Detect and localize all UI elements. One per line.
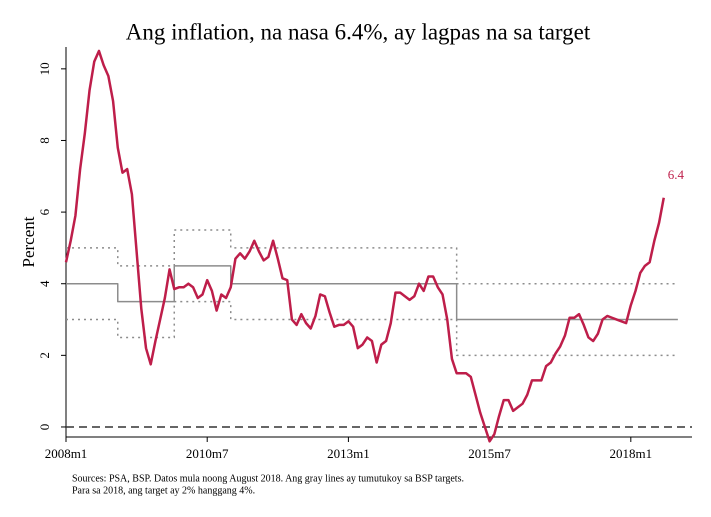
source-note: Sources: PSA, BSP. Datos mula noong Augu… [72,473,464,484]
source-note: Para sa 2018, ang target ay 2% hanggang … [72,485,255,496]
chart-title: Ang inflation, na nasa 6.4%, ay lagpas n… [126,19,591,44]
end-value-label: 6.4 [668,167,685,182]
y-tick-label: 2 [37,352,52,359]
y-tick-label: 8 [37,137,52,144]
y-axis-label: Percent [19,216,38,267]
inflation-line [64,49,665,443]
y-tick-label: 10 [37,62,52,75]
x-tick-label: 2008m1 [45,446,88,461]
y-tick-label: 0 [37,424,52,431]
x-tick-label: 2018m1 [609,446,652,461]
x-tick-label: 2010m7 [186,446,229,461]
target-band-line [66,229,678,285]
target-line [66,265,678,321]
x-tick-label: 2013m1 [327,446,370,461]
y-tick-label: 6 [37,208,52,215]
x-tick-label: 2015m7 [468,446,511,461]
target-band-line [66,300,678,357]
y-tick-label: 4 [37,280,52,287]
